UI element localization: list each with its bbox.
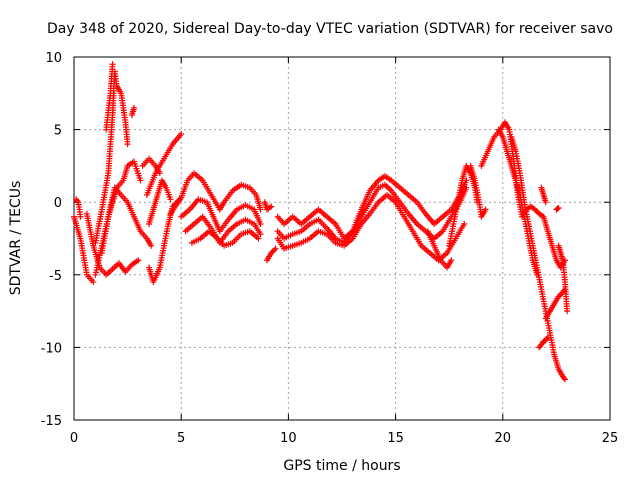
y-axis-label: SDTVAR / TECUs: [8, 181, 24, 296]
data-point: [561, 376, 568, 383]
data-point: [77, 213, 84, 220]
x-tick-label: 10: [280, 431, 297, 446]
data-point: [124, 141, 131, 148]
series-arc-6: [128, 104, 138, 119]
data-point: [544, 334, 551, 341]
plot-frame: [73, 56, 611, 421]
series-arc-23: [424, 228, 455, 271]
chart-title: Day 348 of 2020, Sidereal Day-to-day VTE…: [47, 21, 613, 37]
data-point: [268, 203, 275, 210]
y-tick-label: -10: [41, 341, 62, 356]
series-arc-8: [92, 184, 155, 278]
x-tick-label: 0: [70, 431, 78, 446]
series-arc-5: [103, 61, 116, 133]
series-arc-14: [167, 170, 264, 217]
series-arc-1: [71, 213, 97, 286]
y-tick-label: -5: [49, 269, 62, 284]
series-arc-20: [274, 173, 470, 242]
y-tick-label: -15: [41, 414, 62, 429]
series-arc-3: [83, 210, 142, 278]
series-arc-18: [261, 199, 275, 213]
y-tick-label: 10: [45, 51, 62, 66]
x-tick-label: 5: [177, 431, 185, 446]
series-arc-24: [446, 162, 481, 249]
axis-ticks: 0 5 10 15 20 25 -15 -10 -5 0 5 10: [41, 51, 619, 446]
data-point: [448, 257, 455, 264]
data-point: [156, 170, 163, 177]
data-point: [461, 220, 468, 227]
data-point: [554, 205, 561, 212]
series-arc-25: [467, 162, 489, 220]
series-arc-19: [263, 245, 279, 264]
data-point: [109, 61, 116, 68]
data-point: [135, 257, 142, 264]
data-point: [482, 206, 489, 213]
data-point: [257, 220, 264, 227]
data-point: [131, 104, 138, 111]
data-point: [555, 205, 562, 212]
series-arc-28: [508, 133, 568, 383]
data-point: [148, 242, 155, 249]
data-point: [74, 197, 81, 204]
series-arc-33: [553, 205, 562, 213]
series-arc-22: [274, 191, 468, 264]
data-points: [71, 61, 571, 383]
data-point: [257, 206, 264, 213]
data-point: [564, 308, 571, 315]
data-point: [137, 177, 144, 184]
x-tick-label: 20: [495, 431, 512, 446]
data-point: [178, 130, 185, 137]
series-arc-31: [555, 242, 571, 315]
series-arc-11: [139, 155, 163, 177]
data-point: [90, 279, 97, 286]
data-point: [255, 235, 262, 242]
data-point: [167, 196, 174, 203]
y-tick-label: 0: [54, 196, 62, 211]
series-arc-13: [156, 194, 185, 271]
data-point: [463, 184, 470, 191]
x-tick-label: 15: [387, 431, 404, 446]
series-arc-10: [143, 130, 185, 198]
series-arc-29: [536, 334, 551, 351]
x-axis-label: GPS time / hours: [283, 458, 400, 474]
y-tick-label: 5: [54, 124, 62, 139]
data-point: [271, 247, 278, 254]
data-point: [257, 231, 264, 238]
series-arc-12: [146, 177, 174, 227]
data-point: [542, 199, 549, 206]
series-arc-32: [538, 184, 549, 206]
series-arc-2: [73, 196, 84, 220]
x-tick-label: 25: [602, 431, 619, 446]
series-arc-15: [178, 196, 264, 235]
series-arc-17: [188, 228, 262, 249]
data-point: [272, 245, 279, 252]
